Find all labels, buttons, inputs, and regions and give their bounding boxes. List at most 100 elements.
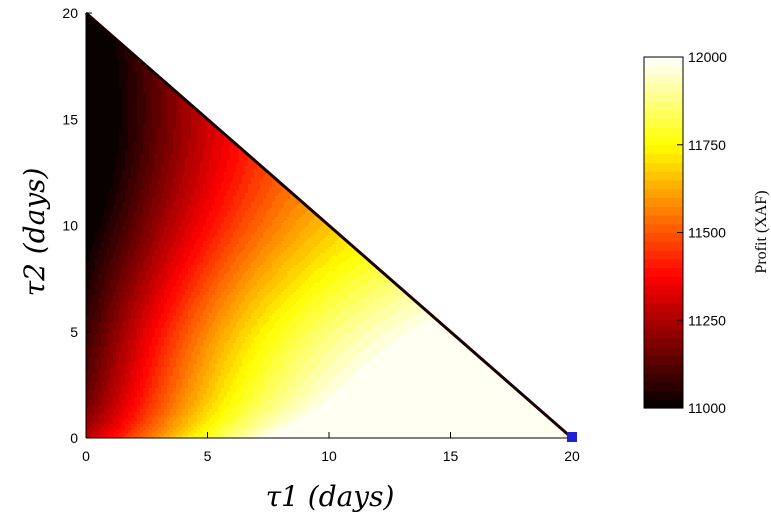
- contour-cell: [179, 211, 183, 215]
- contour-cell: [122, 247, 126, 251]
- contour-cell: [263, 268, 267, 272]
- contour-cell: [269, 277, 273, 281]
- contour-cell: [191, 184, 195, 188]
- contour-cell: [152, 124, 156, 128]
- contour-cell: [131, 205, 135, 209]
- contour-cell: [95, 67, 99, 71]
- contour-cell: [209, 139, 213, 143]
- contour-cell: [122, 64, 126, 68]
- contour-cell: [242, 217, 246, 221]
- contour-cell: [119, 268, 123, 272]
- contour-cell: [269, 187, 273, 191]
- contour-cell: [134, 58, 138, 62]
- contour-cell: [164, 190, 168, 194]
- contour-cell: [179, 262, 183, 266]
- contour-cell: [149, 178, 153, 182]
- contour-cell: [272, 220, 276, 224]
- contour-cell: [125, 67, 129, 71]
- contour-cell: [152, 229, 156, 233]
- contour-cell: [269, 178, 273, 182]
- contour-cell: [119, 133, 123, 137]
- contour-cell: [272, 187, 276, 191]
- contour-cell: [164, 247, 168, 251]
- contour-cell: [158, 139, 162, 143]
- contour-cell: [125, 169, 129, 173]
- contour-cell: [287, 226, 291, 230]
- contour-cell: [101, 133, 105, 137]
- contour-cell: [119, 67, 123, 71]
- contour-cell: [350, 265, 354, 269]
- contour-cell: [338, 271, 342, 275]
- contour-cell: [200, 268, 204, 272]
- contour-cell: [230, 226, 234, 230]
- contour-cell: [251, 259, 255, 263]
- contour-cell: [314, 235, 318, 239]
- contour-cell: [224, 268, 228, 272]
- contour-cell: [206, 202, 210, 206]
- contour-cell: [176, 151, 180, 155]
- contour-cell: [161, 136, 165, 140]
- contour-cell: [224, 187, 228, 191]
- contour-cell: [128, 130, 132, 134]
- contour-cell: [218, 193, 222, 197]
- contour-cell: [233, 169, 237, 173]
- contour-cell: [128, 247, 132, 251]
- contour-cell: [299, 235, 303, 239]
- contour-cell: [176, 226, 180, 230]
- contour-cell: [131, 127, 135, 131]
- contour-cell: [209, 271, 213, 275]
- contour-cell: [143, 220, 147, 224]
- contour-cell: [329, 232, 333, 236]
- contour-cell: [104, 121, 108, 125]
- contour-cell: [179, 184, 183, 188]
- contour-cell: [92, 109, 96, 113]
- contour-cell: [371, 280, 375, 284]
- contour-cell: [131, 244, 135, 248]
- contour-cell: [158, 199, 162, 203]
- contour-cell: [131, 109, 135, 113]
- contour-cell: [92, 70, 96, 74]
- contour-cell: [212, 136, 216, 140]
- contour-cell: [152, 79, 156, 83]
- contour-cell: [353, 265, 357, 269]
- contour-cell: [110, 145, 114, 149]
- contour-cell: [107, 280, 111, 284]
- contour-cell: [149, 202, 153, 206]
- contour-cell: [116, 247, 120, 251]
- contour-cell: [197, 181, 201, 185]
- contour-cell: [158, 94, 162, 98]
- contour-cell: [359, 256, 363, 260]
- contour-cell: [110, 226, 114, 230]
- contour-cell: [221, 187, 225, 191]
- contour-cell: [299, 259, 303, 263]
- contour-cell: [248, 238, 252, 242]
- contour-cell: [266, 250, 270, 254]
- contour-cell: [101, 130, 105, 134]
- contour-cell: [110, 214, 114, 218]
- contour-cell: [104, 52, 108, 56]
- contour-cell: [122, 184, 126, 188]
- contour-cell: [296, 253, 300, 257]
- contour-cell: [263, 211, 267, 215]
- contour-cell: [140, 280, 144, 284]
- contour-cell: [155, 259, 159, 263]
- contour-cell: [263, 256, 267, 260]
- contour-cell: [158, 241, 162, 245]
- contour-cell: [98, 157, 102, 161]
- contour-cell: [89, 217, 93, 221]
- contour-cell: [113, 238, 117, 242]
- contour-cell: [98, 52, 102, 56]
- contour-cell: [164, 142, 168, 146]
- contour-cell: [281, 214, 285, 218]
- contour-cell: [278, 232, 282, 236]
- contour-cell: [95, 154, 99, 158]
- contour-cell: [197, 262, 201, 266]
- contour-cell: [134, 217, 138, 221]
- contour-cell: [149, 283, 153, 287]
- contour-cell: [131, 220, 135, 224]
- contour-cell: [194, 253, 198, 257]
- contour-cell: [236, 217, 240, 221]
- contour-cell: [272, 190, 276, 194]
- contour-cell: [107, 97, 111, 101]
- contour-cell: [236, 262, 240, 266]
